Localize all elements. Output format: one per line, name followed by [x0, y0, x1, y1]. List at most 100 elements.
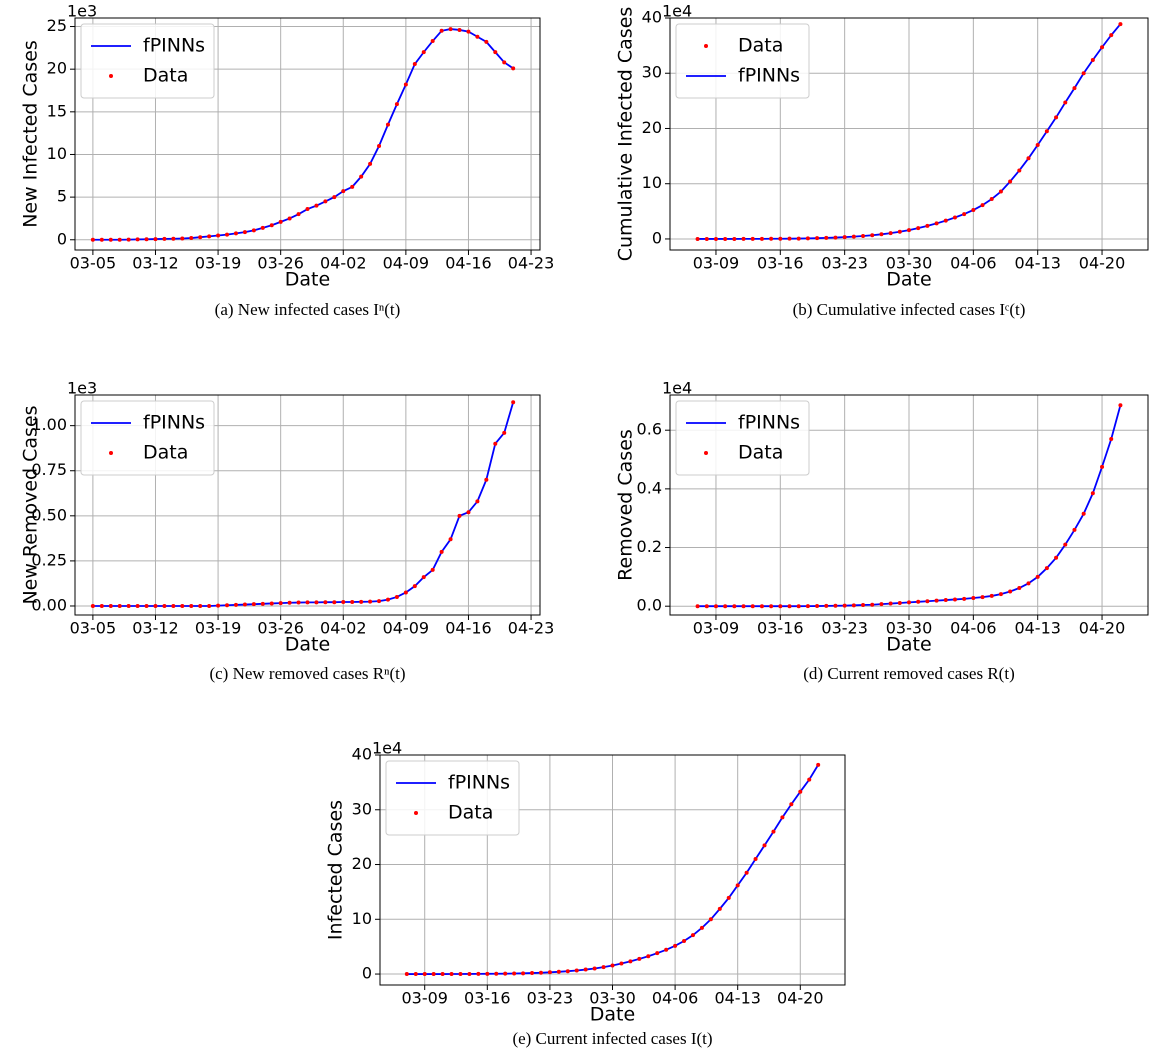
plot-frame [669, 17, 1149, 251]
data-point [99, 237, 104, 242]
data-point [171, 236, 176, 241]
data-point [278, 219, 283, 224]
data-point [769, 604, 774, 609]
data-point [833, 235, 838, 240]
x-tick-label: 03-23 [821, 254, 868, 273]
legend-swatch [109, 451, 113, 455]
y-tick-label: 0.0 [637, 596, 662, 615]
data-point [225, 232, 230, 237]
y-axis-label: Cumulative Infected Cases [615, 7, 637, 262]
data-point [879, 232, 884, 237]
data-point [135, 603, 140, 608]
data-point [359, 599, 364, 604]
data-point [493, 441, 498, 446]
data-point [769, 236, 774, 241]
data-point [484, 39, 489, 44]
data-point [833, 603, 838, 608]
data-point [1081, 71, 1086, 76]
data-point [778, 604, 783, 609]
data-point [699, 925, 704, 930]
data-point [704, 604, 709, 609]
data-point [998, 592, 1003, 597]
data-point [412, 584, 417, 589]
data-point [412, 62, 417, 67]
plot-frame [379, 754, 846, 986]
chart: 0 10 20 30 40 03-09 03-16 03-23 03-30 04-06 04-13 0… [325, 739, 846, 1048]
data-point [744, 870, 749, 875]
data-point [171, 603, 176, 608]
data-point [664, 947, 669, 952]
data-point [907, 228, 911, 233]
legend-box [80, 400, 215, 476]
data-point [323, 199, 328, 204]
data-point [126, 237, 131, 242]
data-point [1109, 33, 1114, 38]
legend-box [675, 400, 810, 476]
data-point [207, 234, 212, 239]
data-point [943, 598, 948, 603]
data-point [305, 207, 310, 212]
data-point [448, 537, 453, 542]
y-tick-label: 0.50 [31, 505, 67, 524]
data-point [457, 27, 462, 32]
data-point [1026, 156, 1031, 161]
data-point [467, 971, 472, 976]
data-point [1090, 57, 1095, 62]
chart: 0.00 0.25 0.50 0.75 1.00 03-05 03-12 03-19 03-26… [20, 379, 555, 683]
x-tick-label: 04-02 [320, 254, 367, 273]
data-point [1035, 574, 1040, 579]
data-point [771, 829, 776, 834]
data-point [108, 237, 113, 242]
data-point [394, 102, 399, 107]
x-tick-label: 04-16 [445, 254, 492, 273]
data-point [1008, 589, 1013, 594]
data-point [430, 567, 435, 572]
data-point [888, 231, 893, 236]
data-point [1017, 168, 1022, 173]
x-tick-label: 03-23 [821, 619, 868, 638]
data-point [431, 972, 436, 977]
caption: (b) Cumulative infected cases Iᶜ(t) [793, 300, 1026, 319]
data-point [1072, 527, 1077, 532]
data-point [153, 237, 158, 242]
x-tick-label: 03-12 [132, 254, 179, 273]
data-point [449, 971, 454, 976]
data-point [350, 184, 355, 189]
data-point [260, 225, 265, 230]
y-tick-label: 30 [352, 799, 372, 818]
data-point [296, 212, 301, 217]
data-point [296, 600, 301, 605]
data-point [314, 600, 319, 605]
data-point [787, 604, 792, 609]
data-point [815, 236, 820, 241]
data-point [466, 29, 471, 34]
x-tick-label: 04-20 [1079, 619, 1126, 638]
data-point [314, 203, 319, 208]
data-point [673, 943, 678, 948]
offset-label: 1e4 [662, 379, 692, 398]
data-point [713, 604, 718, 609]
y-tick-label: 0 [57, 229, 67, 248]
data-point [422, 972, 427, 977]
data-point [735, 883, 740, 888]
data-point [637, 956, 642, 961]
data-point [989, 197, 994, 202]
legend-label: fPINNs [143, 412, 205, 434]
data-point [971, 595, 976, 600]
data-point [741, 236, 746, 241]
x-axis-label: Date [590, 1004, 635, 1026]
data-point [925, 599, 930, 604]
x-tick-label: 04-13 [714, 989, 761, 1008]
data-point [225, 603, 230, 608]
data-point [750, 604, 755, 609]
y-axis-label: New Infected Cases [20, 40, 42, 228]
data-point [108, 603, 113, 608]
data-point [962, 212, 967, 217]
legend-label: fPINNs [738, 412, 800, 434]
data-point [242, 602, 247, 607]
legend-box [385, 760, 520, 836]
x-tick-label: 03-19 [195, 254, 242, 273]
x-tick-label: 04-06 [950, 254, 997, 273]
data-point [815, 604, 820, 609]
data-point [888, 601, 893, 606]
